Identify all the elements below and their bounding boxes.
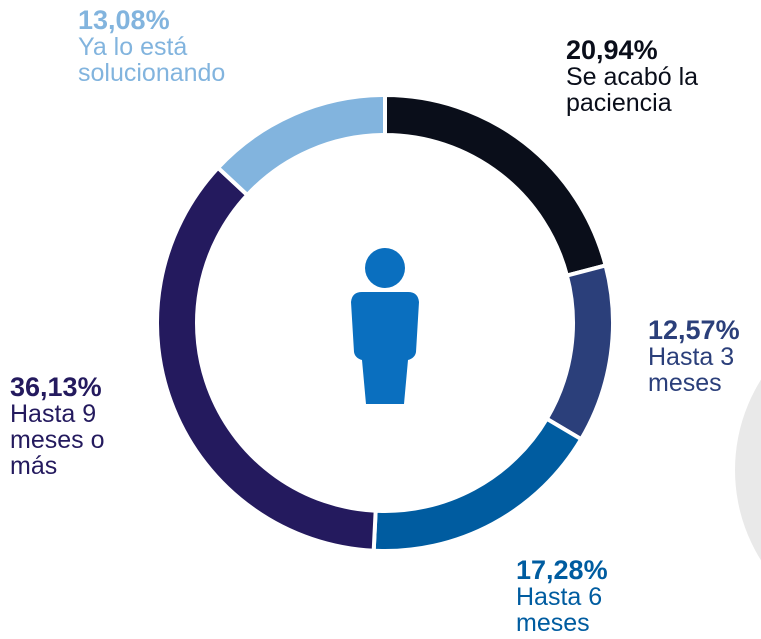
category-label: Hasta 3 meses — [648, 343, 735, 397]
donut-slice — [544, 263, 615, 442]
category-label: Hasta 6 meses — [516, 583, 603, 637]
slice-label: 36,13% Hasta 9 meses o más — [10, 373, 135, 479]
donut-slice — [215, 92, 387, 198]
category-label: Hasta 9 meses o más — [10, 400, 105, 480]
category-label: Ya lo está solucionando — [78, 33, 226, 87]
decoration — [735, 379, 761, 561]
donut-slice — [155, 164, 378, 553]
percent-label: 13,08% — [78, 5, 170, 35]
slice-label: 13,08% Ya lo está solucionando — [78, 6, 278, 86]
percent-label: 12,57% — [648, 315, 740, 345]
percent-label: 17,28% — [516, 555, 608, 585]
percent-label: 20,94% — [566, 35, 658, 65]
percent-label: 36,13% — [10, 372, 102, 402]
donut — [155, 92, 615, 553]
slice-label: 17,28% Hasta 6 meses — [516, 556, 636, 636]
slice-label: 20,94% Se acabó la paciencia — [566, 36, 736, 116]
slice-label: 12,57% Hasta 3 meses — [648, 316, 761, 396]
donut-slice — [371, 416, 584, 553]
category-label: Se acabó la paciencia — [566, 63, 699, 117]
person-icon — [351, 248, 419, 404]
donut-slice — [383, 92, 609, 278]
